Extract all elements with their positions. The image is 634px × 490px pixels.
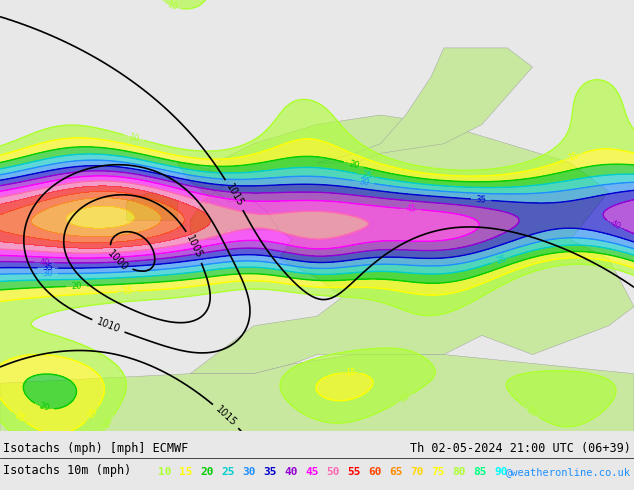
- Text: 15: 15: [567, 150, 580, 163]
- Text: 45: 45: [405, 204, 417, 214]
- Text: 55: 55: [347, 467, 361, 477]
- Text: 65: 65: [389, 467, 403, 477]
- Text: 1015: 1015: [214, 404, 238, 428]
- Text: 75: 75: [431, 467, 444, 477]
- Text: 40: 40: [39, 258, 50, 267]
- Text: 50: 50: [197, 196, 210, 207]
- Text: 10: 10: [398, 392, 411, 405]
- Text: @weatheronline.co.uk: @weatheronline.co.uk: [506, 467, 631, 477]
- Text: 30: 30: [42, 269, 53, 278]
- Text: 50: 50: [326, 467, 340, 477]
- Text: 35: 35: [42, 263, 53, 272]
- Text: 20: 20: [200, 467, 214, 477]
- Text: 45: 45: [305, 467, 319, 477]
- Text: 25: 25: [361, 170, 373, 181]
- Text: 15: 15: [122, 287, 133, 296]
- Text: 15: 15: [86, 407, 100, 421]
- Text: 35: 35: [476, 195, 487, 205]
- Text: 1015: 1015: [224, 182, 245, 208]
- Text: 30: 30: [358, 177, 370, 187]
- Text: 10: 10: [524, 405, 538, 418]
- Text: 40: 40: [609, 219, 622, 232]
- Text: 1005: 1005: [184, 234, 204, 260]
- Text: Isotachs (mph) [mph] ECMWF: Isotachs (mph) [mph] ECMWF: [3, 442, 188, 455]
- Text: 15: 15: [179, 467, 193, 477]
- Text: 25: 25: [221, 467, 235, 477]
- Text: 1010: 1010: [95, 317, 122, 335]
- Text: 20: 20: [71, 281, 82, 291]
- Text: Isotachs 10m (mph): Isotachs 10m (mph): [3, 464, 131, 477]
- Text: 70: 70: [410, 467, 424, 477]
- Text: 85: 85: [473, 467, 487, 477]
- Text: Th 02-05-2024 21:00 UTC (06+39): Th 02-05-2024 21:00 UTC (06+39): [410, 442, 631, 455]
- Text: 40: 40: [284, 467, 297, 477]
- Text: 20: 20: [37, 402, 50, 413]
- Text: 10: 10: [158, 467, 172, 477]
- Text: 10: 10: [165, 0, 179, 12]
- Text: 20: 20: [347, 159, 360, 171]
- Text: 25: 25: [495, 254, 508, 266]
- Text: 15: 15: [345, 368, 356, 377]
- Text: 30: 30: [242, 467, 256, 477]
- Text: 60: 60: [368, 467, 382, 477]
- Text: 10: 10: [127, 132, 140, 144]
- Text: 80: 80: [452, 467, 465, 477]
- Text: 35: 35: [263, 467, 276, 477]
- Text: 15: 15: [12, 411, 26, 424]
- Text: 1000: 1000: [106, 248, 130, 272]
- Text: 10: 10: [101, 417, 115, 431]
- Text: 90: 90: [494, 467, 508, 477]
